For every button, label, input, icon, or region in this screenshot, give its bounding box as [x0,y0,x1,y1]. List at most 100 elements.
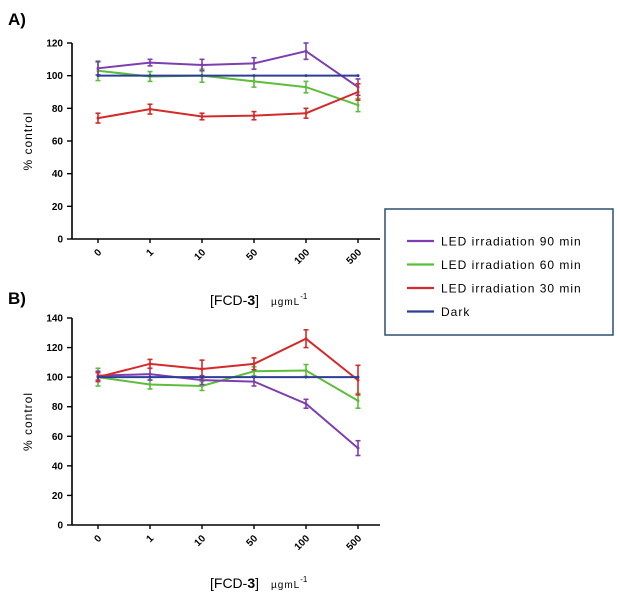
x-axis-label-close: ] [255,292,259,308]
data-point [356,399,360,403]
data-point [96,375,100,379]
panel-a: A) 0 20 40 60 80 100 120 0 1 10 50 100 500 % control [F… [8,10,380,308]
legend-label: LED irradiation 30 min [441,282,582,296]
legend-label: LED irradiation 90 min [441,235,582,249]
data-point [148,372,152,376]
series-line [97,369,359,402]
data-point [148,362,152,366]
data-point [148,61,152,65]
x-tick-label: 100 [293,247,313,267]
x-axis-label-close: ] [255,575,259,591]
data-point [252,74,256,78]
y-tick-label: 60 [52,137,64,148]
y-axis-label: % control [21,392,35,451]
series-line [97,373,359,449]
data-point [252,380,256,384]
y-tick-label: 80 [52,104,64,115]
data-point [356,103,360,107]
y-tick-label: 80 [52,402,64,413]
series-led-irradiation-60-min [95,363,361,409]
x-tick-label: 500 [345,247,365,267]
data-point [200,63,204,67]
data-point [304,111,308,115]
x-tick-label: 50 [244,533,260,549]
data-point [96,74,100,78]
data-point [148,74,152,78]
series-line [97,91,359,120]
series-line [97,337,359,381]
data-point [304,49,308,53]
x-axis-label-compound: 3 [247,575,255,591]
x-axis-unit-exponent: -1 [300,292,308,301]
data-point [200,74,204,78]
legend-label: Dark [441,305,470,319]
series-dark [96,74,360,78]
data-point [252,79,256,83]
data-point [96,116,100,120]
data-point [252,375,256,379]
x-axis-label-compound: 3 [247,292,255,308]
data-point [304,337,308,341]
series-led-irradiation-30-min [95,329,361,396]
series-led-irradiation-60-min [95,60,361,113]
data-point [304,74,308,78]
data-point [304,368,308,372]
data-point [304,85,308,89]
x-axis-label-main: [FCD- [210,575,248,591]
y-tick-label: 120 [46,343,63,354]
data-point [200,367,204,371]
data-point [200,115,204,118]
panel-b: B) 0 20 40 60 80 100 120 140 0 1 10 50 100 500 % contro… [8,289,380,591]
data-point [252,61,256,65]
data-point [148,383,152,387]
series-led-irradiation-90-min [95,42,361,97]
data-point [252,362,256,366]
y-tick-label: 0 [57,235,63,246]
panel-label: B) [8,289,26,308]
x-tick-label: 0 [92,533,104,545]
y-tick-label: 40 [52,461,64,472]
data-point [200,375,204,379]
y-tick-label: 60 [52,432,64,443]
x-tick-label: 500 [345,533,365,553]
x-axis-unit: µgmL [271,580,300,591]
legend-label: LED irradiation 60 min [441,258,582,272]
data-point [252,114,256,118]
legend-box [384,208,614,336]
x-axis-label: [FCD-3] µgmL-1 [210,575,308,591]
x-tick-label: 10 [192,533,208,549]
x-axis-label-main: [FCD- [210,292,248,308]
x-axis-unit: µgmL [271,297,300,308]
series-dark [96,375,360,379]
x-axis-label: [FCD-3] µgmL-1 [210,292,308,308]
data-point [356,74,360,78]
x-tick-label: 0 [92,247,104,259]
data-point [356,378,360,382]
data-point [356,90,360,94]
x-tick-label: 100 [293,533,313,553]
x-axis-unit-exponent: -1 [300,575,308,584]
x-tick-label: 1 [144,533,156,545]
y-tick-label: 100 [46,373,63,384]
y-axis-label: % control [21,111,35,170]
panel-label: A) [8,10,26,29]
x-tick-label: 10 [192,247,208,263]
x-tick-label: 50 [244,247,260,263]
y-tick-label: 140 [46,314,63,325]
series-led-irradiation-30-min [95,83,361,124]
data-point [200,378,204,382]
y-tick-label: 120 [46,39,63,50]
data-point [356,446,360,450]
data-point [148,107,152,111]
y-tick-label: 100 [46,71,63,82]
data-point [304,375,308,379]
series-line [97,50,359,88]
data-point [148,375,152,379]
series-led-irradiation-90-min [95,367,361,457]
y-tick-label: 0 [57,521,63,532]
y-tick-label: 20 [52,202,64,213]
legend: LED irradiation 90 min LED irradiation 60… [384,208,614,336]
x-tick-label: 1 [144,247,156,259]
data-point [304,402,308,406]
